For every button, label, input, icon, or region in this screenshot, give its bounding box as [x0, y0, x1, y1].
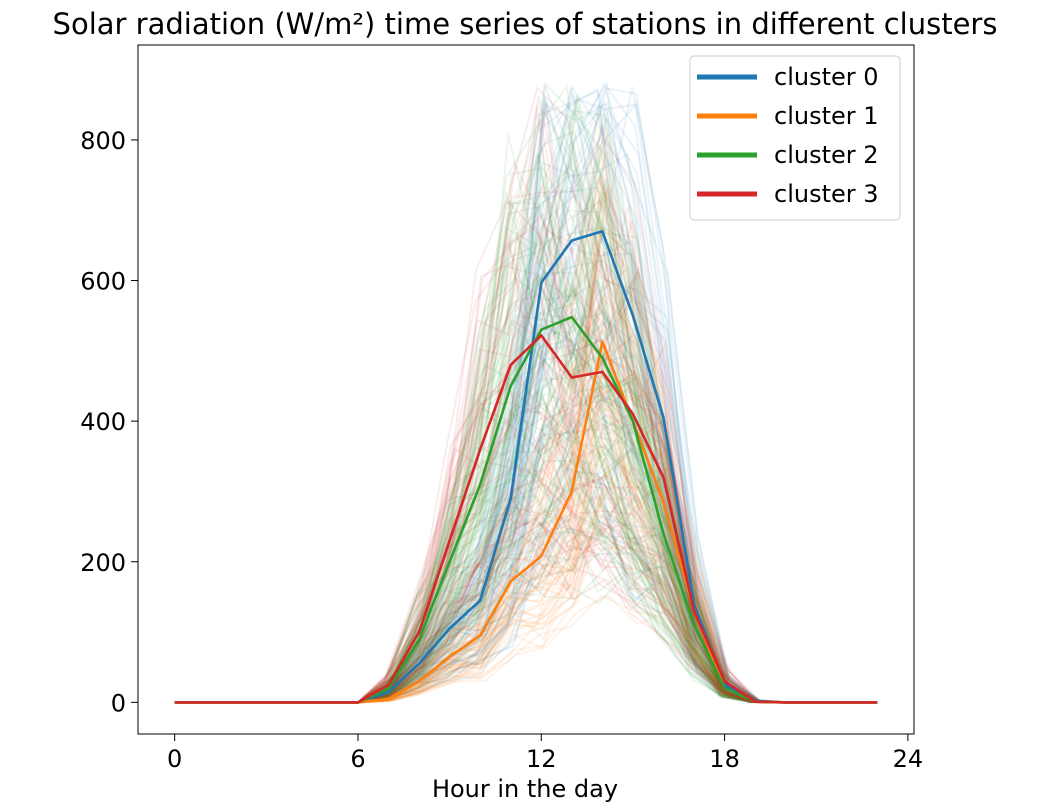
y-tick-label: 200 [80, 549, 126, 577]
y-tick-label: 800 [80, 127, 126, 155]
legend-label: cluster 1 [774, 102, 879, 130]
plot-frame [137, 44, 915, 735]
x-tick-label: 12 [526, 745, 557, 773]
x-tick-label: 0 [167, 745, 182, 773]
legend-label: cluster 2 [774, 141, 879, 169]
y-tick-label: 400 [80, 408, 126, 436]
station-line [174, 508, 878, 704]
axes: 0 6 12 18 24 0 200 400 600 800 [80, 44, 924, 773]
legend-box [689, 55, 901, 221]
chart-title: Solar radiation (W/m²) time series of st… [53, 7, 998, 41]
x-tick-label: 18 [709, 745, 740, 773]
legend: cluster 0 cluster 1 cluster 2 cluster 3 [689, 55, 901, 221]
y-tick-label: 0 [111, 689, 126, 717]
cluster-mean-lines [174, 230, 878, 704]
x-axis-label: Hour in the day [432, 775, 618, 803]
legend-label: cluster 3 [774, 180, 879, 208]
y-tick-label: 600 [80, 268, 126, 296]
series-line-cluster-3 [174, 334, 878, 704]
legend-label: cluster 0 [774, 63, 879, 91]
x-tick-label: 24 [893, 745, 924, 773]
x-tick-label: 6 [350, 745, 365, 773]
